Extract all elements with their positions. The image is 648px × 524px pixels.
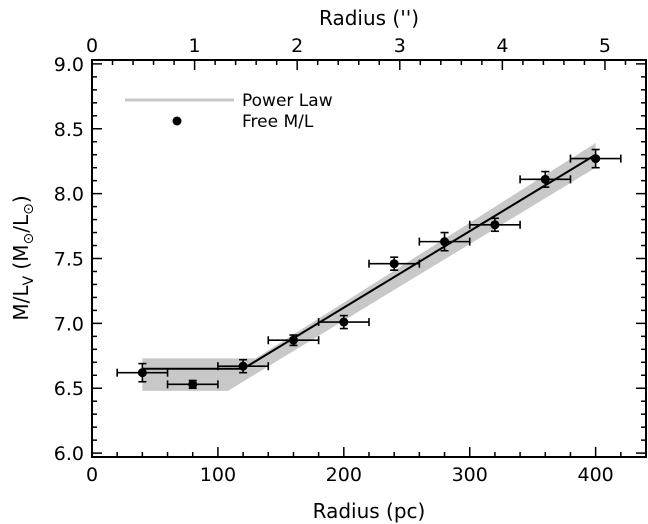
data-point-3 bbox=[267, 334, 320, 347]
data-marker bbox=[440, 237, 450, 247]
y-tick-label: 9.0 bbox=[54, 54, 84, 76]
ticks-layer: 0 100 200 300 400 0 1 2 3 4 5 6.0 6.5 7.0 7.5 8.0 8.5 9.0 bbox=[54, 35, 647, 486]
data-marker bbox=[490, 220, 500, 230]
power-law-band bbox=[142, 143, 596, 391]
x2-tick-label: 4 bbox=[496, 35, 508, 57]
data-marker bbox=[288, 335, 298, 345]
data-point-2 bbox=[217, 358, 270, 374]
data-marker bbox=[591, 154, 601, 164]
x-tick-label: 0 bbox=[86, 464, 98, 486]
x-tick-label: 400 bbox=[578, 464, 614, 486]
y-tick-label: 7.5 bbox=[54, 249, 84, 271]
y-tick-label: 6.5 bbox=[54, 378, 84, 400]
x2-tick-label: 5 bbox=[599, 35, 611, 57]
legend-free-ml-marker bbox=[172, 116, 182, 126]
legend-power-law-label: Power Law bbox=[242, 91, 333, 111]
data-point-8 bbox=[519, 170, 572, 188]
x-tick-label: 100 bbox=[200, 464, 236, 486]
data-marker bbox=[540, 174, 550, 184]
x2-tick-label: 3 bbox=[394, 35, 406, 57]
y-tick-label: 7.0 bbox=[54, 313, 84, 335]
data-points-layer bbox=[116, 148, 622, 390]
data-point-5 bbox=[368, 256, 421, 271]
data-marker bbox=[339, 317, 349, 327]
data-point-0 bbox=[116, 362, 169, 383]
x2-tick-label: 0 bbox=[86, 35, 98, 57]
data-marker bbox=[389, 259, 399, 269]
data-marker bbox=[137, 368, 147, 378]
y-tick-label: 8.0 bbox=[54, 184, 84, 206]
y-axis-label: M/LV (M⊙/L⊙) bbox=[9, 195, 37, 320]
power-law-band-layer bbox=[142, 143, 596, 391]
x2-tick-label: 2 bbox=[291, 35, 303, 57]
y-tick-label: 8.5 bbox=[54, 119, 84, 141]
data-marker bbox=[238, 361, 248, 371]
data-marker bbox=[188, 379, 198, 389]
legend-free-ml-label: Free M/L bbox=[242, 112, 314, 132]
data-point-9 bbox=[569, 148, 622, 169]
x-tick-label: 200 bbox=[326, 464, 362, 486]
x2-tick-label: 1 bbox=[189, 35, 201, 57]
data-point-4 bbox=[317, 314, 370, 330]
data-point-7 bbox=[468, 217, 521, 233]
data-point-6 bbox=[418, 231, 471, 252]
x-axis-label: Radius (pc) bbox=[313, 499, 426, 523]
x2-axis-label: Radius ('') bbox=[319, 6, 419, 30]
y-tick-label: 6.0 bbox=[54, 443, 84, 465]
legend: Power Law Free M/L bbox=[125, 91, 333, 132]
data-point-1 bbox=[166, 379, 219, 390]
x-tick-label: 300 bbox=[452, 464, 488, 486]
